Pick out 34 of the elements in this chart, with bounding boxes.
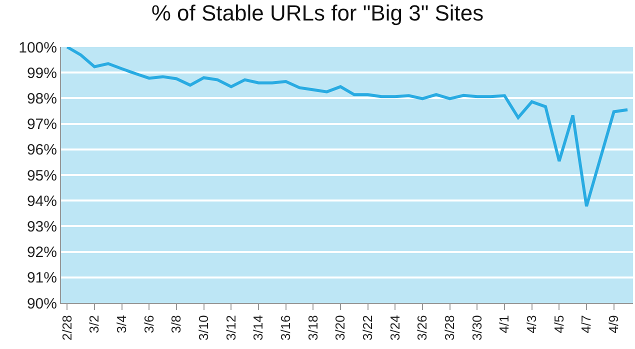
x-tick-label: 4/9 [606, 315, 622, 334]
x-tick-label: 3/22 [360, 315, 376, 341]
x-tick-label: 4/1 [496, 315, 512, 334]
y-tick-label: 91% [26, 270, 57, 287]
x-tick-label: 3/14 [250, 315, 266, 341]
x-tick-label: 4/3 [524, 315, 540, 334]
chart-title: % of Stable URLs for "Big 3" Sites [151, 0, 484, 26]
y-tick-label: 94% [26, 192, 57, 210]
x-tick-label: 3/28 [442, 315, 458, 341]
y-tick-label: 90% [26, 295, 57, 312]
x-tick-label: 4/5 [551, 315, 566, 334]
x-tick-label: 3/4 [114, 315, 130, 334]
x-tick-label: 3/8 [168, 315, 184, 334]
x-tick-label: 3/26 [414, 315, 430, 341]
x-tick-label: 3/30 [469, 315, 484, 341]
y-tick-label: 97% [26, 116, 57, 134]
x-tick-label: 2/28 [59, 315, 74, 341]
y-tick-label: 93% [26, 218, 57, 236]
x-tick-label: 3/12 [223, 315, 238, 341]
x-tick-label: 3/2 [86, 315, 102, 334]
x-tick-label: 3/24 [387, 315, 402, 341]
y-tick-label: 96% [26, 142, 57, 159]
y-tick-label: 92% [26, 244, 57, 262]
y-tick-label: 95% [26, 167, 57, 184]
x-tick-label: 3/16 [278, 315, 294, 341]
x-tick-label: 4/7 [578, 315, 594, 334]
x-tick-label: 3/18 [305, 315, 320, 341]
y-tick-label: 100% [18, 39, 57, 56]
x-tick-label: 3/10 [196, 315, 212, 341]
y-tick-label: 98% [26, 90, 57, 108]
line-series [66, 47, 630, 208]
x-tick-label: 3/20 [332, 315, 348, 341]
x-tick-label: 3/6 [141, 315, 156, 334]
y-tick-label: 99% [26, 64, 57, 82]
